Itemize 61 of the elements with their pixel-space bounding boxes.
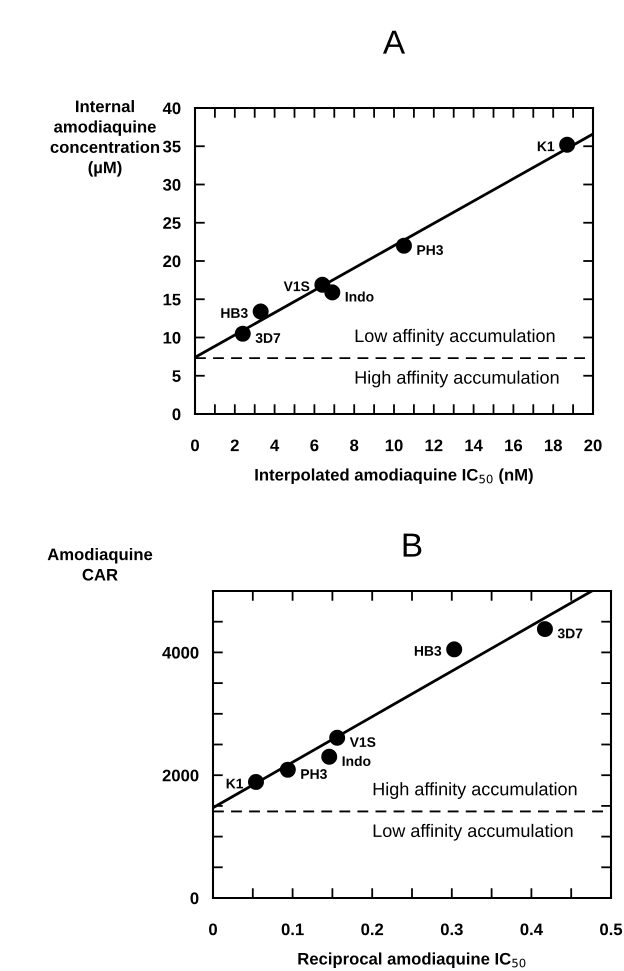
y-tick-label: 5 [172,370,181,382]
point [329,730,346,746]
x-axis-title: Reciprocal amodiaquine IC$_{50}$ [298,952,526,968]
x-tick-label: 4 [270,440,280,452]
point [536,621,553,638]
x-tick-label: 0 [209,923,217,936]
annotation: Low affinity accumulation [374,824,572,841]
point [234,326,251,342]
y-tick-label: 35 [162,140,181,152]
x-tick-label: 0.3 [440,923,463,936]
point [396,238,412,254]
y-axis-title: Internal amodiaquine concentration (µM) [50,100,160,177]
point [446,641,462,658]
x-tick-label: 0.1 [282,923,304,936]
annotation: K1 [226,778,244,788]
y-tick-label: 20 [163,255,180,268]
y-tick-label: 2000 [162,770,198,782]
y-tick-label: 25 [163,217,181,229]
x-tick-label: 12 [426,439,442,452]
point [324,284,340,300]
x-axis-title: Interpolated amodiaquine IC$_{50}$ (nM) [255,468,533,484]
annotation: Indo [346,291,374,302]
x-tick-label: 0.5 [600,923,622,936]
point [252,304,269,320]
annotation: V1S [284,281,310,292]
x-tick-label: 0.4 [520,923,543,936]
annotation: PH3 [417,245,443,256]
x-tick-label: 16 [505,439,522,452]
x-tick-label: 8 [350,439,358,452]
y-tick-label: 0 [190,892,198,904]
x-tick-label: 20 [584,439,602,452]
x-tick-label: 0.2 [361,923,384,936]
annotation: HB3 [414,646,442,656]
x-tick-label: 18 [544,439,562,452]
y-tick-label: 30 [162,178,180,191]
point [559,136,576,153]
x-tick-label: 10 [386,439,403,452]
annotation: K1 [538,142,554,152]
chart-title: A [382,30,406,54]
annotation: Indo [342,756,370,766]
annotation: High affinity accumulation [374,782,576,800]
y-tick-label: 15 [164,294,181,306]
point [248,774,264,790]
y-tick-label: 10 [164,332,180,344]
annotation: 3D7 [558,628,582,638]
annotation: High affinity accumulation [356,370,558,388]
annotation: PH3 [301,769,327,779]
x-tick-label: 6 [310,439,318,452]
y-tick-label: 0 [172,408,180,420]
y-tick-label: 4000 [162,646,198,659]
annotation: 3D7 [256,333,280,343]
x-tick-label: 14 [465,440,483,452]
annotation: V1S [350,737,376,748]
x-tick-label: 2 [230,439,239,452]
point [280,762,296,778]
y-axis-title: Amodiaquine CAR [48,548,152,581]
y-tick-label: 40 [162,102,180,114]
annotation: HB3 [221,308,248,318]
chart-title: B [404,534,422,557]
annotation: Low affinity accumulation [356,328,554,346]
point [321,748,338,765]
